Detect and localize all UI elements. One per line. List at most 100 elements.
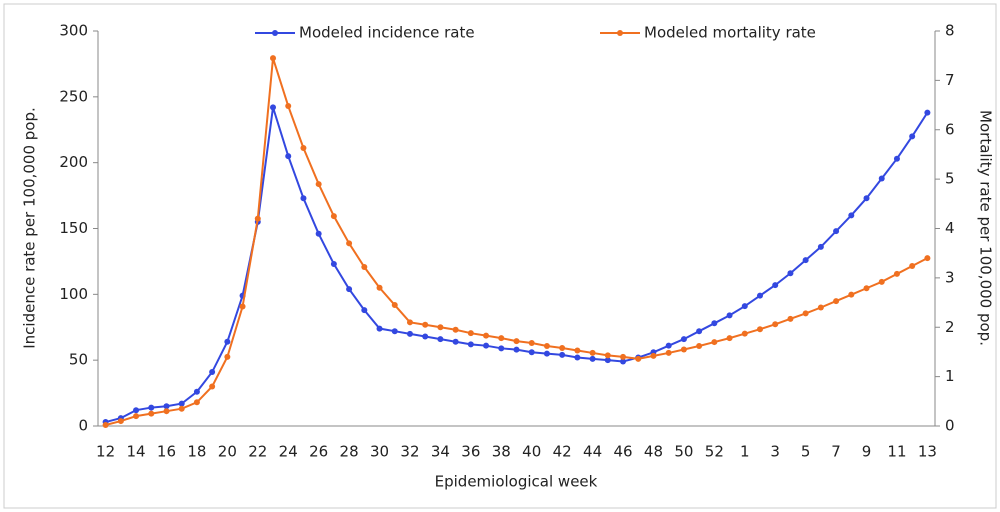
data-point: [893, 155, 900, 162]
data-point: [833, 298, 840, 305]
legend-marker: [272, 30, 278, 36]
y2-tick-label: 0: [945, 417, 955, 435]
x-tick-label: 26: [309, 443, 328, 461]
data-point: [909, 133, 916, 140]
y-tick-label: 200: [59, 153, 88, 171]
y-tick-label: 0: [78, 417, 88, 435]
data-point: [224, 353, 231, 360]
data-point: [909, 263, 916, 270]
data-point: [802, 257, 809, 264]
data-point: [756, 292, 763, 299]
data-point: [604, 357, 611, 364]
y-tick-label: 300: [59, 22, 88, 40]
y-tick-label: 150: [59, 219, 88, 237]
legend-label: Modeled mortality rate: [644, 24, 816, 42]
data-point: [117, 418, 124, 425]
data-point: [696, 343, 703, 350]
data-point: [361, 307, 368, 314]
data-point: [285, 153, 292, 160]
data-point: [330, 261, 337, 268]
legend-label: Modeled incidence rate: [299, 24, 475, 42]
data-point: [620, 358, 627, 365]
x-tick-label: 11: [887, 443, 906, 461]
data-point: [620, 353, 627, 360]
data-point: [650, 352, 657, 359]
data-point: [422, 321, 429, 328]
y2-tick-label: 4: [945, 219, 955, 237]
data-point: [772, 321, 779, 328]
x-axis-title: Epidemiological week: [435, 473, 598, 491]
data-point: [574, 354, 581, 361]
data-point: [559, 351, 566, 358]
y2-tick-label: 8: [945, 22, 955, 40]
data-point: [726, 312, 733, 319]
data-point: [589, 355, 596, 362]
data-point: [680, 336, 687, 343]
data-point: [665, 349, 672, 356]
data-point: [270, 104, 277, 111]
data-point: [467, 341, 474, 348]
y2-axis-title: Mortality rate per 100,000 pop.: [977, 110, 995, 346]
data-point: [315, 181, 322, 188]
x-tick-label: 46: [613, 443, 632, 461]
x-tick-label: 24: [279, 443, 298, 461]
data-point: [513, 338, 520, 345]
data-point: [376, 325, 383, 332]
x-tick-label: 40: [522, 443, 541, 461]
data-point: [285, 103, 292, 110]
y-tick-label: 50: [69, 351, 88, 369]
data-point: [756, 326, 763, 333]
data-point: [498, 335, 505, 342]
data-point: [635, 355, 642, 362]
data-point: [787, 315, 794, 322]
x-tick-label: 14: [126, 443, 145, 461]
data-point: [741, 330, 748, 337]
x-tick-label: 42: [553, 443, 572, 461]
data-point: [270, 55, 277, 62]
data-point: [604, 352, 611, 359]
series-line: [105, 57, 928, 426]
data-point: [209, 383, 216, 390]
series-line: [105, 107, 929, 424]
data-point: [178, 400, 185, 407]
x-tick-label: 44: [583, 443, 602, 461]
data-point: [589, 349, 596, 356]
data-point: [300, 195, 307, 202]
data-point: [528, 340, 535, 347]
data-point: [300, 145, 307, 152]
data-point: [452, 338, 459, 345]
x-tick-label: 34: [431, 443, 450, 461]
data-point: [528, 349, 535, 356]
data-point: [665, 342, 672, 349]
data-point: [848, 291, 855, 298]
data-point: [391, 302, 398, 309]
data-point: [467, 330, 474, 337]
data-point: [391, 328, 398, 335]
data-point: [863, 285, 870, 292]
data-point: [878, 278, 885, 285]
x-tick-label: 16: [157, 443, 176, 461]
data-point: [224, 338, 231, 345]
data-point: [346, 240, 353, 247]
data-point: [726, 335, 733, 342]
data-point: [254, 215, 261, 222]
data-point: [741, 303, 748, 310]
data-point: [802, 310, 809, 317]
data-point: [848, 212, 855, 219]
data-point: [361, 264, 368, 271]
data-point: [878, 175, 885, 182]
data-point: [817, 304, 824, 311]
data-point: [193, 388, 200, 395]
y2-tick-label: 7: [945, 71, 955, 89]
x-tick-label: 32: [400, 443, 419, 461]
data-point: [772, 282, 779, 289]
x-tick-label: 12: [96, 443, 115, 461]
y2-tick-label: 3: [945, 268, 955, 286]
data-point: [680, 346, 687, 353]
data-point: [483, 332, 490, 339]
data-point: [178, 405, 185, 412]
data-point: [696, 328, 703, 335]
y2-tick-label: 2: [945, 318, 955, 336]
data-point: [102, 422, 109, 429]
